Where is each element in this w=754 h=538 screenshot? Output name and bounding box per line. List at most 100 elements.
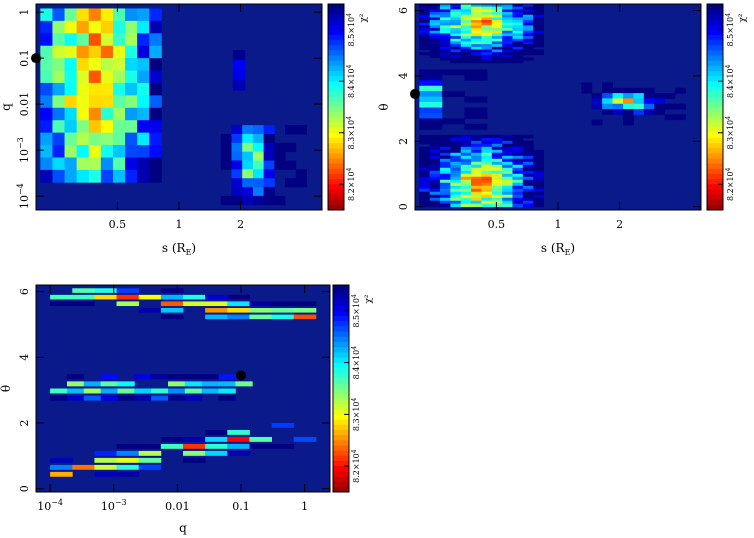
heatmap-cell: [76, 8, 90, 22]
heatmap-cell: [151, 388, 169, 394]
heatmap-cell: [460, 158, 472, 163]
heatmap-cell: [522, 173, 534, 178]
heatmap-cell: [183, 301, 206, 307]
heatmap-cell: [429, 164, 441, 169]
heatmap-cell: [52, 95, 65, 109]
heatmap-cell: [471, 203, 482, 208]
heatmap-cell: [491, 173, 503, 178]
colorbar-tick-label: 8.2×104: [351, 449, 361, 483]
heatmap-cell: [491, 155, 503, 160]
colorbar-segment: [328, 101, 344, 108]
heatmap-cell: [460, 25, 472, 29]
heatmap-cell: [502, 4, 513, 8]
heatmap-cell: [88, 8, 102, 22]
heatmap-cell: [429, 30, 441, 34]
heatmap-cell: [137, 107, 150, 121]
heatmap-cell: [450, 38, 462, 42]
heatmap-cell: [464, 96, 488, 103]
heatmap-cell: [471, 30, 482, 34]
colorbar-segment: [333, 481, 349, 488]
colorbar-segment: [333, 404, 349, 410]
heatmap-cell: [512, 173, 524, 178]
heatmap-cell: [522, 185, 534, 190]
heatmap-cell: [512, 164, 524, 169]
heatmap-cell: [450, 20, 462, 24]
heatmap-cell: [460, 146, 472, 151]
heatmap-cell: [125, 8, 138, 22]
heatmap-cell: [450, 164, 462, 169]
heatmap-cell: [522, 41, 534, 45]
heatmap-cell: [622, 114, 634, 121]
heatmap-cell: [471, 161, 482, 166]
heatmap-cell: [654, 93, 666, 99]
heatmap-cell: [116, 443, 140, 449]
heatmap-cell: [643, 98, 655, 105]
heatmap-cell: [612, 98, 624, 105]
heatmap-cell: [160, 436, 184, 442]
heatmap-cell: [429, 22, 441, 26]
heatmap-cell: [419, 167, 431, 172]
heatmap-cell: [112, 70, 126, 84]
heatmap-cell: [220, 142, 232, 153]
colorbar-segment: [328, 199, 344, 206]
heatmap-cell: [512, 14, 524, 18]
colorbar-segment: [707, 34, 723, 41]
heatmap-cell: [137, 8, 150, 22]
heatmap-cell: [522, 164, 534, 169]
colorbar-segment: [333, 440, 349, 446]
heatmap-cell: [502, 173, 513, 178]
heatmap-cell: [471, 152, 482, 157]
heatmap-cell: [471, 146, 482, 151]
colorbar-tick-exponent: 4: [346, 116, 353, 120]
heatmap-cell: [232, 60, 246, 71]
heatmap-cell: [481, 9, 493, 13]
heatmap-cell: [419, 203, 431, 208]
heatmap-cell: [64, 95, 78, 109]
heatmap-cell: [471, 33, 482, 37]
heatmap-cell: [40, 82, 53, 96]
heatmap-cell: [64, 120, 78, 134]
best-fit-marker: [236, 370, 247, 381]
heatmap-cell: [522, 46, 534, 50]
heatmap-cell: [481, 12, 493, 16]
heatmap-cell: [512, 52, 524, 56]
heatmap-cell: [94, 288, 117, 293]
heatmap-cell: [440, 17, 451, 21]
heatmap-cell: [88, 70, 102, 84]
heatmap-cell: [419, 170, 431, 175]
heatmap-cell: [440, 197, 451, 202]
heatmap-cell: [522, 20, 534, 24]
heatmap-cell: [460, 134, 472, 139]
heatmap-cell: [76, 120, 90, 134]
heatmap-cell: [581, 82, 593, 89]
heatmap-cell: [168, 388, 186, 394]
heatmap-cell: [232, 70, 246, 81]
heatmap-cell: [460, 179, 472, 184]
y-tick-label: 6: [397, 7, 410, 14]
heatmap-cell: [419, 161, 431, 166]
x-axis-label-close: ): [191, 241, 196, 255]
heatmap-cell: [231, 151, 243, 161]
heatmap-cell: [183, 294, 206, 300]
heatmap-cell: [125, 157, 138, 171]
heatmap-cell: [125, 33, 138, 47]
colorbar-tick-exponent: 4: [725, 167, 732, 171]
heatmap-cell: [419, 12, 431, 16]
heatmap-cell: [491, 25, 503, 29]
heatmap-cell: [137, 132, 150, 146]
heatmap-cell: [512, 200, 524, 205]
heatmap-cell: [440, 176, 451, 181]
heatmap-cell: [460, 28, 472, 32]
heatmap-cell: [491, 179, 503, 184]
heatmap-cell: [502, 36, 513, 40]
heatmap-cell: [502, 203, 513, 208]
heatmap-cell: [450, 54, 462, 58]
heatmap-cell: [481, 38, 493, 42]
heatmap-cell: [602, 109, 613, 115]
heatmap-cell: [533, 9, 544, 13]
colorbar-segment: [333, 383, 349, 389]
heatmap-cell: [502, 41, 513, 45]
x-tick-label: 0.5: [488, 218, 506, 231]
heatmap-cell: [450, 25, 462, 29]
heatmap-cell: [460, 194, 472, 199]
